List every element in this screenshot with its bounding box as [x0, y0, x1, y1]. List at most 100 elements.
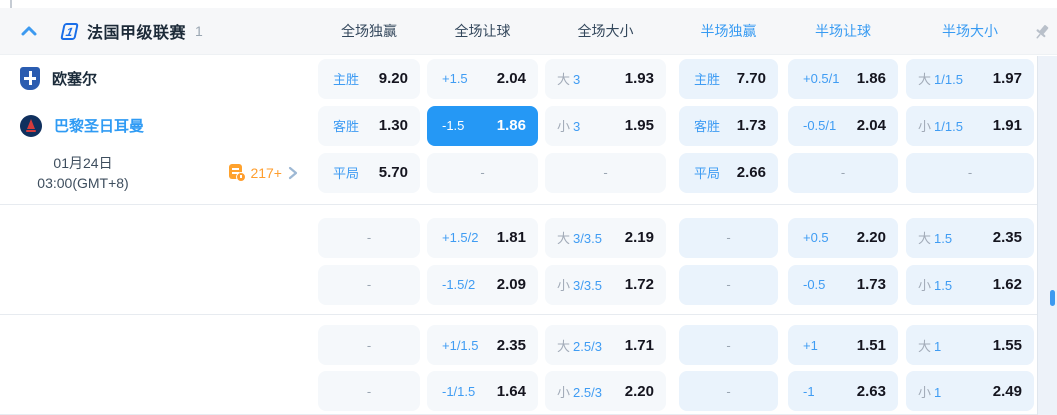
top-strip: [0, 0, 1057, 8]
odds-value: 2.66: [736, 164, 766, 181]
odds-value: -: [726, 383, 731, 399]
odds-cell-ht-handicap[interactable]: +1 1.51: [788, 325, 898, 365]
odds-value: 7.70: [736, 70, 766, 87]
odds-value: 1.62: [992, 276, 1022, 293]
line-label: 3/3.5: [573, 231, 602, 246]
league-match-count: 1: [195, 23, 203, 39]
more-markets-link[interactable]: 217+: [229, 164, 300, 182]
odds-cell-ht-handicap-home[interactable]: +0.5/1 1.86: [788, 58, 898, 99]
league-header-left: 1 法国甲级联赛 1: [0, 19, 318, 43]
away-team-crest-icon: [20, 114, 42, 137]
line-label: +1.5: [442, 71, 468, 86]
odds-cell-empty: -: [318, 371, 420, 411]
line-prefix: 大: [918, 338, 932, 354]
markets-count-icon: [229, 164, 247, 182]
odds-cell-ht-handicap-away[interactable]: -0.5/1 2.04: [788, 105, 898, 146]
line-label: -0.5/1: [803, 118, 837, 133]
odds-cell-ht-over[interactable]: 大 1.5 2.35: [906, 217, 1034, 258]
line-label: +1: [803, 337, 818, 353]
line-prefix: 大: [918, 72, 932, 87]
line-label: 平局: [694, 166, 721, 181]
odds-value: 1.93: [624, 70, 654, 87]
odds-value: 2.20: [856, 229, 886, 246]
odds-cell-empty: -: [318, 325, 420, 365]
line-label: 3: [573, 72, 581, 87]
odds-cell-ft-over[interactable]: 大 3/3.5 2.19: [545, 217, 666, 258]
odds-cell-empty: -: [906, 152, 1034, 193]
odds-cell-ft-under[interactable]: 小 2.5/3 2.20: [545, 371, 666, 411]
odds-cell-empty: -: [427, 152, 538, 193]
odds-cell-ft-handicap[interactable]: -1.5/2 2.09: [427, 264, 538, 305]
column-header-halftime-overunder: 半场大小: [942, 23, 998, 39]
odds-value: -: [366, 277, 372, 292]
odds-cell-ht-under[interactable]: 小 1.5 1.62: [906, 264, 1034, 305]
odds-cell-ft-away-win[interactable]: 客胜 1.30: [318, 105, 420, 146]
odds-cell-ht-over[interactable]: 大 1/1.5 1.97: [906, 58, 1034, 99]
odds-cell-ft-handicap[interactable]: +1.5/2 1.81: [427, 217, 538, 258]
odds-value: -: [840, 165, 846, 180]
line-prefix: 小: [918, 119, 932, 134]
odds-cell-empty: -: [318, 264, 420, 305]
line-prefix: 大: [557, 231, 571, 246]
chevron-right-icon: [288, 166, 298, 179]
home-team-crest-icon: [20, 67, 40, 90]
line-label: -0.5: [803, 277, 826, 292]
match-datetime: 01月24日 03:00(GMT+8): [8, 153, 158, 193]
line-label: -1/1.5: [442, 383, 476, 399]
odds-cell-ht-under[interactable]: 小 1/1.5 1.91: [906, 105, 1034, 146]
odds-cell-ht-handicap[interactable]: +0.5 2.20: [788, 217, 898, 258]
line-label: 1/1.5: [934, 72, 963, 87]
odds-cell-ht-handicap[interactable]: -1 2.63: [788, 371, 898, 411]
scrollbar-thumb[interactable]: [1050, 290, 1055, 306]
league-header[interactable]: 1 法国甲级联赛 1 全场独赢 全场让球 全场大小 半场独赢 半场让球 半场大小: [0, 8, 1057, 55]
odds-cell-ht-handicap[interactable]: -0.5 1.73: [788, 264, 898, 305]
odds-cell-ht-away-win[interactable]: 客胜 1.73: [679, 105, 778, 146]
odds-value: -: [366, 230, 372, 245]
odds-cell-ft-handicap-away-selected[interactable]: -1.5 1.86: [427, 105, 538, 146]
odds-value: 1.81: [496, 229, 526, 246]
odds-cell-empty: -: [679, 264, 778, 305]
odds-value: 2.63: [856, 382, 886, 400]
odds-value: -: [967, 165, 973, 180]
match-date: 01月24日: [53, 154, 113, 171]
collapse-chevron-up-icon[interactable]: [18, 22, 40, 40]
odds-cell-ft-under[interactable]: 小 3/3.5 1.72: [545, 264, 666, 305]
line-label: 客胜: [694, 119, 721, 134]
line-label: -1.5/2: [442, 277, 476, 292]
odds-cell-ft-draw[interactable]: 平局 5.70: [318, 152, 420, 193]
odds-value: -: [726, 230, 731, 245]
odds-value: 1.86: [496, 117, 526, 134]
line-label: -1: [803, 383, 815, 399]
odds-cell-ft-handicap-home[interactable]: +1.5 2.04: [427, 58, 538, 99]
odds-cell-ft-handicap[interactable]: +1/1.5 2.35: [427, 325, 538, 365]
odds-cell-ht-draw[interactable]: 平局 2.66: [679, 152, 778, 193]
odds-cell-ht-home-win[interactable]: 主胜 7.70: [679, 58, 778, 99]
match-time: 03:00(GMT+8): [37, 174, 129, 191]
odds-value: 1.51: [856, 336, 886, 354]
odds-cell-ft-handicap[interactable]: -1/1.5 1.64: [427, 371, 538, 411]
line-label: +1.5/2: [442, 230, 479, 245]
odds-value: 1.71: [624, 336, 654, 354]
odds-value: 1.97: [992, 70, 1022, 87]
section-divider: [0, 314, 1037, 315]
odds-cell-empty: -: [318, 217, 420, 258]
odds-cell-ft-over[interactable]: 大 2.5/3 1.71: [545, 325, 666, 365]
line-label: 1/1.5: [934, 119, 963, 134]
line-prefix: 大: [918, 231, 932, 246]
odds-cell-ft-home-win[interactable]: 主胜 9.20: [318, 58, 420, 99]
odds-row-draw: 01月24日 03:00(GMT+8) 217+ 平局 5.70 - - 平局: [0, 149, 1057, 196]
line-label: 1: [934, 384, 942, 400]
pin-icon[interactable]: [1032, 22, 1052, 42]
line-prefix: 小: [557, 119, 571, 134]
away-team-name: 巴黎圣日耳曼: [54, 118, 145, 135]
odds-value: 2.09: [496, 276, 526, 293]
